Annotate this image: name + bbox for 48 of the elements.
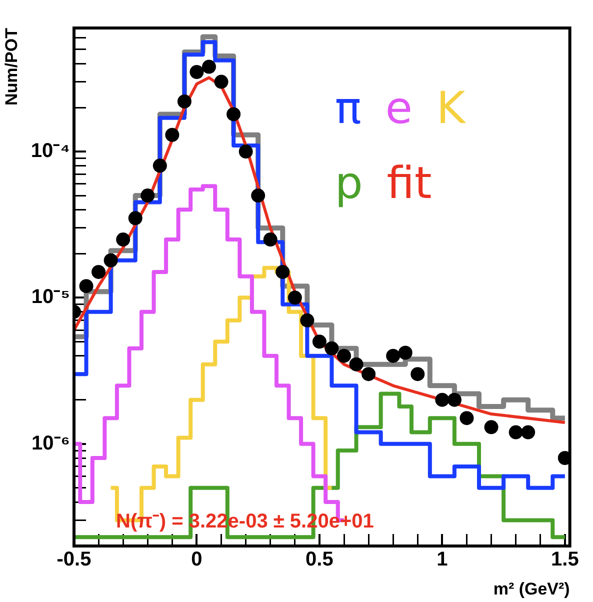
point	[190, 65, 204, 79]
point	[460, 411, 474, 426]
point	[435, 392, 450, 407]
point	[288, 290, 302, 305]
text: fit	[386, 158, 432, 209]
text: p	[334, 158, 363, 209]
x-tick-label: 1.5	[551, 548, 579, 571]
point	[165, 128, 180, 142]
point	[300, 313, 314, 328]
point	[92, 264, 106, 279]
x-axis-title: m² (GeV²)	[493, 579, 570, 598]
point	[214, 74, 228, 89]
y-tick-label: 10⁻⁶	[32, 432, 70, 454]
y-tick-label: 10⁻⁴	[30, 140, 70, 162]
y-axis-title: Num/POT	[2, 27, 21, 106]
x-tick-label: 0	[191, 548, 202, 571]
point	[386, 348, 400, 363]
point	[152, 158, 167, 173]
point	[251, 188, 266, 203]
point	[484, 420, 498, 434]
x-tick-label: 1	[436, 548, 448, 571]
point	[128, 211, 142, 226]
point	[226, 107, 241, 122]
x-tick-label: 0.5	[306, 548, 334, 571]
point	[116, 232, 130, 247]
point	[177, 94, 192, 108]
point	[447, 392, 462, 407]
point	[508, 425, 523, 440]
point	[140, 188, 155, 203]
point	[202, 60, 216, 74]
point	[276, 264, 290, 279]
text: K	[436, 83, 466, 134]
x-tick-label: -0.5	[56, 548, 92, 571]
point	[398, 346, 412, 360]
point	[79, 279, 94, 294]
point	[312, 334, 326, 349]
series-label: π	[334, 83, 362, 134]
y-tick-label: 10⁻⁵	[31, 286, 70, 308]
point	[349, 357, 364, 372]
point	[410, 367, 425, 382]
point	[263, 232, 278, 247]
point	[238, 144, 253, 159]
point	[521, 425, 536, 440]
point	[362, 367, 376, 382]
point	[337, 348, 352, 363]
text: e	[385, 83, 412, 134]
point	[324, 341, 339, 356]
point	[104, 253, 118, 268]
